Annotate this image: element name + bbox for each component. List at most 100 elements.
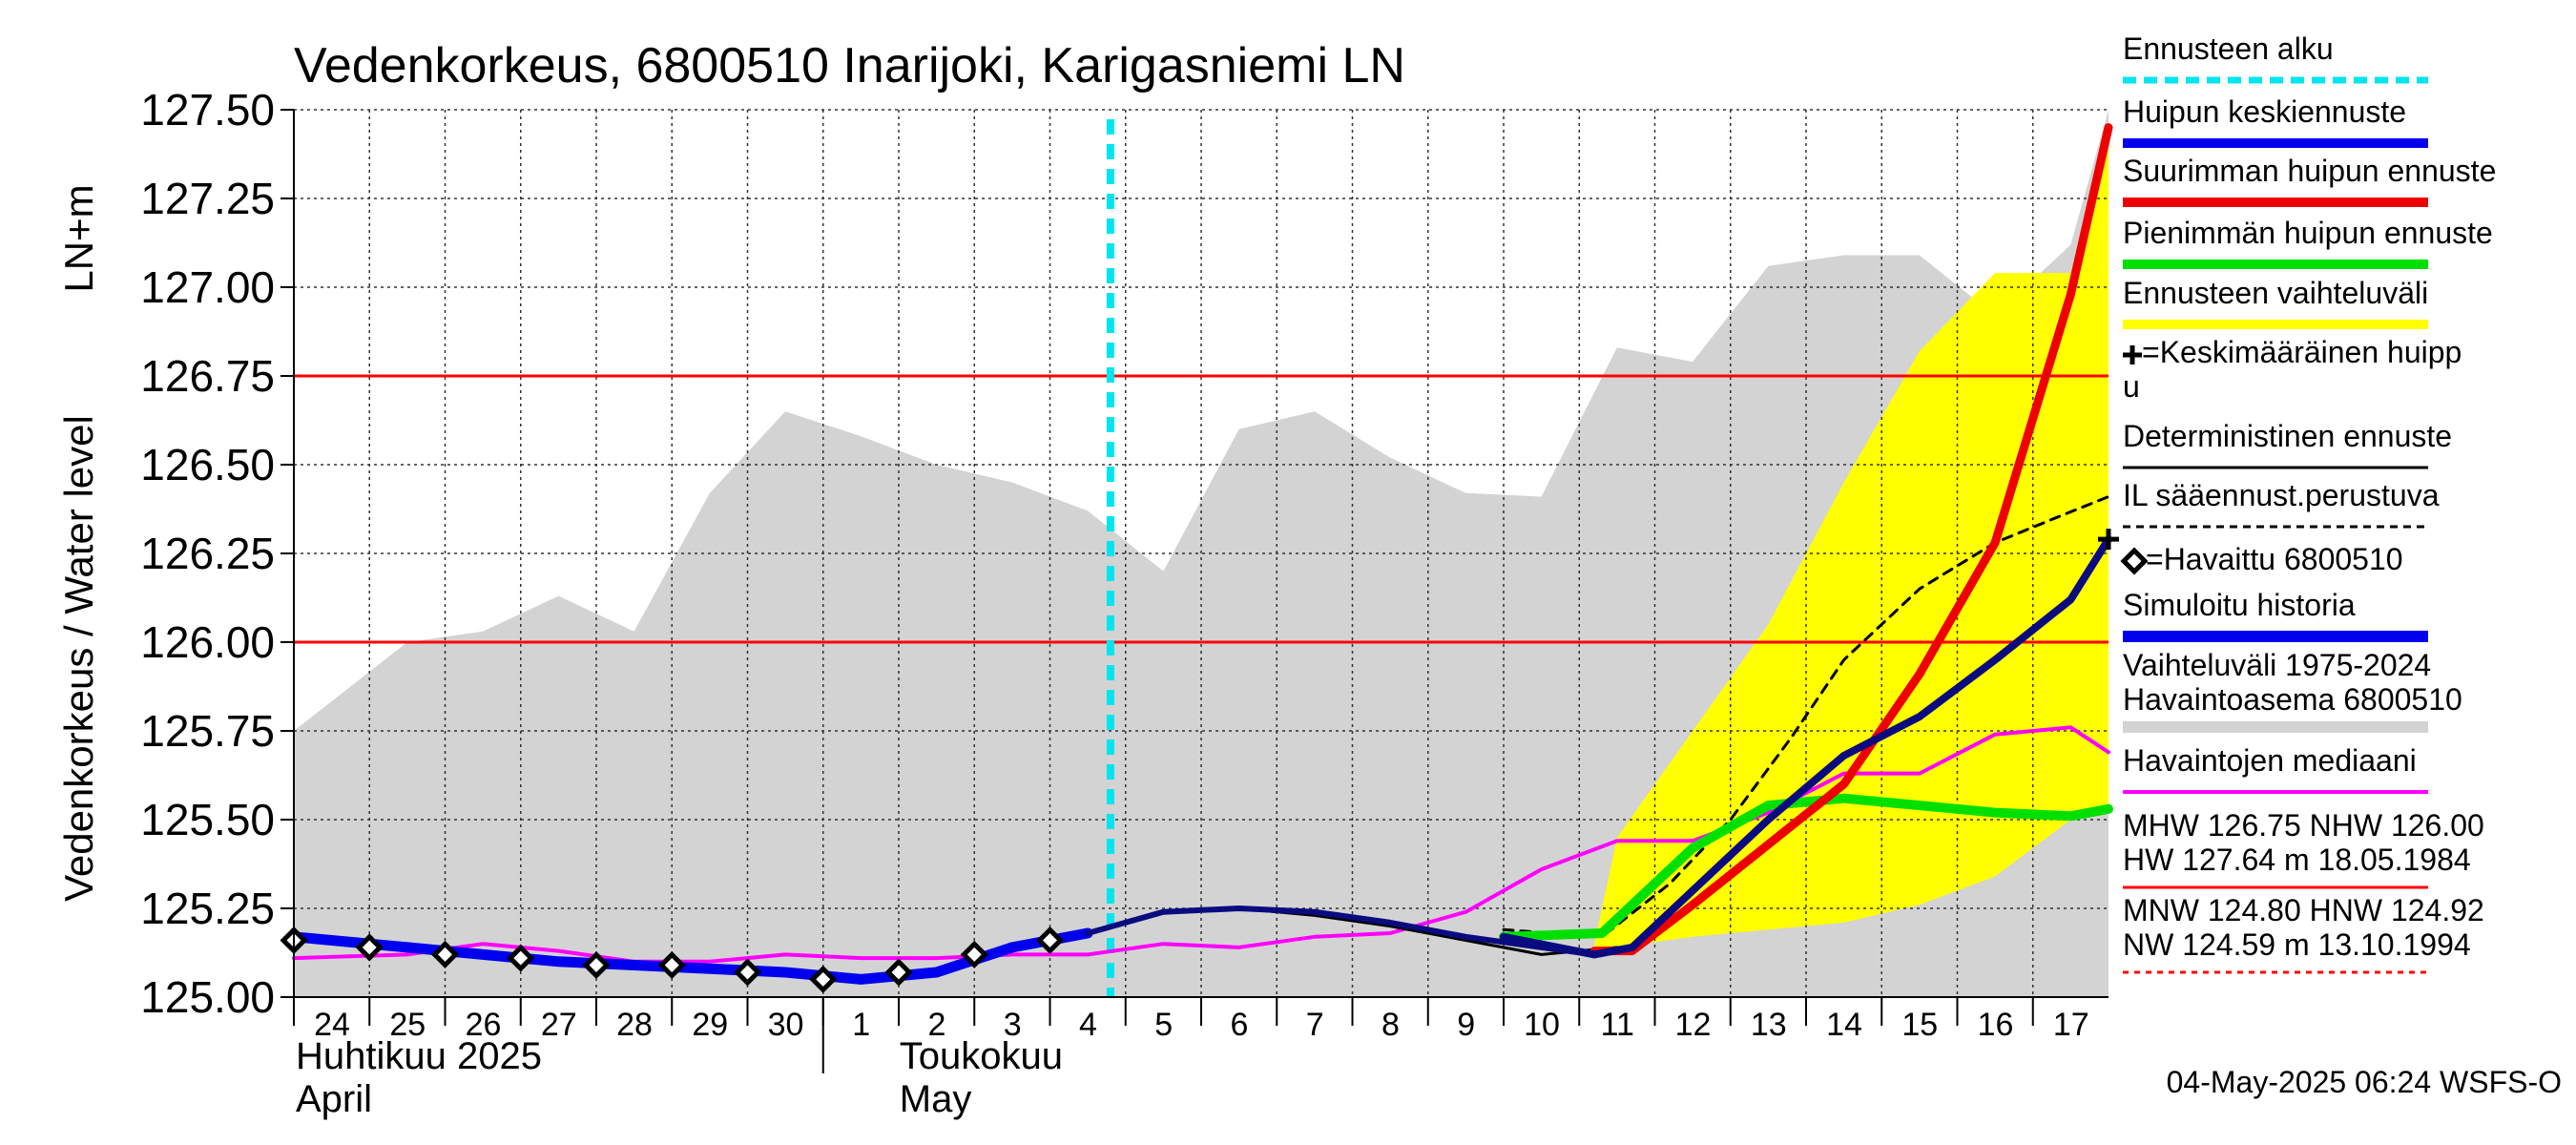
legend-label-2: NW 124.59 m 13.10.1994 bbox=[2123, 927, 2471, 962]
x-tick-label: 5 bbox=[1154, 1007, 1173, 1043]
x-tick-label: 27 bbox=[541, 1007, 577, 1043]
x-tick-label: 13 bbox=[1751, 1007, 1787, 1043]
lines-layer bbox=[280, 119, 2119, 997]
y-tick-label: 127.50 bbox=[140, 85, 275, 135]
x-tick-label: 25 bbox=[389, 1007, 426, 1043]
legend-item-il-s-ennust-perustuva: IL sääennust.perustuva bbox=[2123, 478, 2440, 529]
x-tick-label: 2 bbox=[928, 1007, 946, 1043]
observed-marker bbox=[809, 965, 838, 993]
legend-label: Suurimman huipun ennuste bbox=[2123, 154, 2496, 188]
legend-label: =Havaittu 6800510 bbox=[2146, 542, 2403, 576]
axes-layer: 125.00 125.25 125.50 125.75 126.00 126.25 126.… bbox=[140, 85, 2109, 1120]
x-tick-label: 10 bbox=[1524, 1007, 1560, 1043]
observed-marker bbox=[355, 933, 384, 962]
legend-label-2: HW 127.64 m 18.05.1984 bbox=[2123, 843, 2471, 877]
x-tick-label: 15 bbox=[1901, 1007, 1938, 1043]
x-tick-label: 16 bbox=[1978, 1007, 2014, 1043]
y-tick-label: 126.00 bbox=[140, 617, 275, 667]
legend-item-havaintojen-mediaani: Havaintojen mediaani bbox=[2123, 743, 2428, 794]
band-ennusteen-vaihteluv-li bbox=[1594, 127, 2109, 951]
legend-diamond-icon bbox=[2120, 547, 2149, 575]
series-suurimman-huipun-ennuste bbox=[1589, 123, 2113, 956]
legend-label: Pienimmän huipun ennuste bbox=[2123, 216, 2493, 250]
y-tick-label: 125.25 bbox=[140, 884, 275, 933]
legend-item-deterministinen-ennuste: Deterministinen ennuste bbox=[2123, 419, 2452, 469]
legend-label: Ennusteen alku bbox=[2123, 31, 2334, 66]
observed-marker bbox=[507, 944, 535, 972]
series-pienimm-n-huipun-ennuste bbox=[1499, 793, 2113, 942]
x-tick-label: 24 bbox=[314, 1007, 350, 1043]
legend-label: Havaintojen mediaani bbox=[2123, 743, 2417, 778]
x-tick-label: 6 bbox=[1231, 1007, 1249, 1043]
legend-item-pienimm-n-huipun-ennuste: Pienimmän huipun ennuste bbox=[2123, 216, 2493, 269]
legend-item-suurimman-huipun-ennuste: Suurimman huipun ennuste bbox=[2123, 154, 2496, 207]
series-huipun-keskiennuste bbox=[1500, 535, 2112, 959]
timestamp-footer: 04-May-2025 06:24 WSFS-O bbox=[2167, 1065, 2562, 1099]
x-tick-label: 14 bbox=[1826, 1007, 1862, 1043]
observed-marker bbox=[884, 958, 913, 987]
x-tick-label: 28 bbox=[616, 1007, 653, 1043]
y-tick-label: 126.75 bbox=[140, 351, 275, 401]
legend-label: Simuloitu historia bbox=[2123, 588, 2356, 622]
legend-label: Deterministinen ennuste bbox=[2123, 419, 2452, 453]
observed-marker bbox=[960, 940, 988, 968]
x-tick-label: 1 bbox=[852, 1007, 870, 1043]
month-label-en: May bbox=[900, 1078, 972, 1120]
observed-marker bbox=[1035, 926, 1065, 955]
legend-label: =Keskimääräinen huipp bbox=[2142, 335, 2462, 369]
x-tick-label: 30 bbox=[768, 1007, 804, 1043]
observed-marker bbox=[657, 950, 686, 980]
x-tick-label: 9 bbox=[1457, 1007, 1475, 1043]
chart-title: Vedenkorkeus, 6800510 Inarijoki, Karigas… bbox=[294, 38, 1405, 94]
x-tick-label: 29 bbox=[692, 1007, 728, 1043]
month-label-fi: Toukokuu bbox=[900, 1035, 1063, 1077]
x-tick-label: 17 bbox=[2053, 1007, 2089, 1043]
month-label-fi: Huhtikuu 2025 bbox=[296, 1035, 542, 1077]
legend-item-ennusteen-vaihteluv-li: Ennusteen vaihteluväli bbox=[2123, 276, 2428, 329]
legend-item-huipun-keskiennuste: Huipun keskiennuste bbox=[2123, 94, 2428, 148]
legend-label: Vaihteluväli 1975-2024 bbox=[2123, 648, 2431, 682]
legend-label: IL sääennust.perustuva bbox=[2123, 478, 2440, 512]
x-tick-label: 7 bbox=[1306, 1007, 1324, 1043]
legend-label: MNW 124.80 HNW 124.92 bbox=[2123, 893, 2484, 927]
grid-layer bbox=[293, 109, 2109, 998]
legend-plus-icon bbox=[2123, 345, 2142, 364]
y-tick-label: 127.00 bbox=[140, 262, 275, 312]
x-tick-label: 12 bbox=[1675, 1007, 1712, 1043]
legend-label-2: Havaintoasema 6800510 bbox=[2123, 682, 2462, 717]
x-tick-label: 11 bbox=[1601, 1007, 1634, 1043]
legend-label: Huipun keskiennuste bbox=[2123, 94, 2406, 129]
series-simuloitu-historia-ennuste bbox=[1085, 906, 1598, 958]
legend-item-vaihteluv-li-1975-2024: Vaihteluväli 1975-2024 Havaintoasema 680… bbox=[2123, 648, 2462, 733]
y-tick-label: 126.25 bbox=[140, 529, 275, 578]
legend: Ennusteen alku Huipun keskiennuste Suurimm… bbox=[2120, 31, 2496, 974]
observed-marker bbox=[430, 940, 460, 968]
y-tick-label: 126.50 bbox=[140, 440, 275, 489]
x-tick-label: 26 bbox=[466, 1007, 502, 1043]
y-tick-label: 125.50 bbox=[140, 795, 275, 844]
x-tick-label: 4 bbox=[1079, 1007, 1097, 1043]
legend-item-ennusteen-alku: Ennusteen alku bbox=[2123, 31, 2428, 84]
y-tick-label: 125.75 bbox=[140, 706, 275, 756]
legend-label: Ennusteen vaihteluväli bbox=[2123, 276, 2428, 310]
mean-peak-marker bbox=[2098, 529, 2119, 551]
x-tick-label: 3 bbox=[1004, 1007, 1022, 1043]
observed-marker bbox=[733, 958, 762, 987]
series-simuloitu-historia bbox=[288, 927, 1093, 985]
month-label-en: April bbox=[296, 1078, 372, 1120]
observed-marker bbox=[582, 950, 611, 980]
x-tick-label: 8 bbox=[1381, 1007, 1400, 1043]
legend-item-havaittu-6800510: =Havaittu 6800510 bbox=[2120, 542, 2403, 576]
y-tick-label: 125.00 bbox=[140, 972, 275, 1022]
legend-item-simuloitu-historia: Simuloitu historia bbox=[2123, 588, 2428, 642]
y-axis-label: Vedenkorkeus / Water level bbox=[56, 415, 101, 902]
legend-label: MHW 126.75 NHW 126.00 bbox=[2123, 808, 2484, 843]
legend-label-2: u bbox=[2123, 369, 2140, 404]
y-tick-label: 127.25 bbox=[140, 174, 275, 223]
series-il-s-ennust-perustuva bbox=[1502, 495, 2110, 939]
y-axis-unit-label: LN+m bbox=[56, 184, 101, 292]
